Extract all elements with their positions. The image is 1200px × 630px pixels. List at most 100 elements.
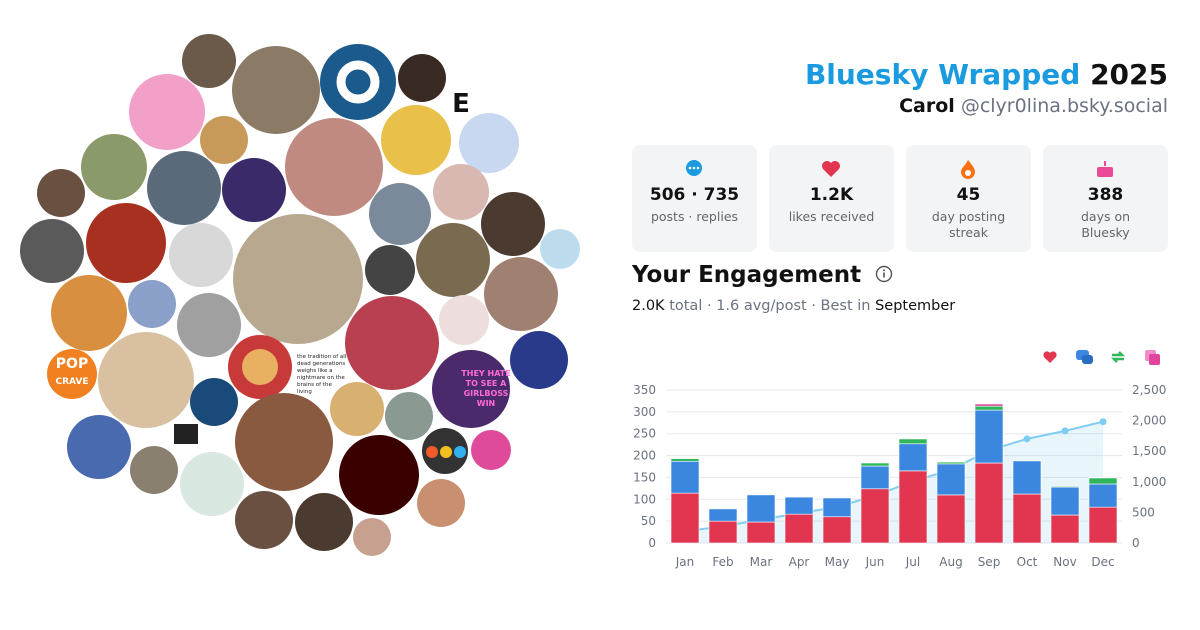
x-tick-label: Jun xyxy=(865,555,885,569)
bar-segment xyxy=(1012,460,1042,495)
avatar xyxy=(20,219,84,283)
line-point xyxy=(1099,418,1107,426)
quote-line: nightmare on the xyxy=(297,375,345,381)
summary-text: total · 1.6 avg/post · Best in xyxy=(669,298,871,314)
bar-segment xyxy=(974,462,1004,544)
avatar xyxy=(398,54,446,102)
y-tick-label: 150 xyxy=(633,470,656,484)
avatar xyxy=(510,331,568,389)
section-title: Your Engagement xyxy=(632,262,893,288)
y-tick-label: 250 xyxy=(633,427,656,441)
avatar xyxy=(200,116,248,164)
y-tick-label: 50 xyxy=(641,514,656,528)
avatar-text: TO SEE A xyxy=(466,379,508,388)
avatar xyxy=(51,275,127,351)
icon xyxy=(686,160,702,176)
legend-icon xyxy=(1149,354,1160,365)
stat-value: 506 · 735 xyxy=(649,185,740,205)
avatar-logo xyxy=(336,60,380,104)
legend-icon xyxy=(1043,351,1057,363)
section-title-text: Your Engagement xyxy=(632,262,862,288)
x-tick-label: Mar xyxy=(750,555,773,569)
y2-tick-label: 500 xyxy=(1132,505,1155,519)
icon xyxy=(822,161,840,177)
x-tick-label: Nov xyxy=(1053,555,1076,569)
avatar xyxy=(169,223,233,287)
avatar-text: POP xyxy=(56,356,88,372)
brand: Bluesky Wrapped xyxy=(804,58,1081,91)
quote-line: brains of the xyxy=(297,382,332,388)
avatar-text: GIRLBOSS xyxy=(464,389,509,398)
bar-segment xyxy=(898,438,928,445)
y-tick-label: 100 xyxy=(633,492,656,506)
avatar xyxy=(128,280,176,328)
quote-line: dead generations xyxy=(297,361,345,367)
avatar xyxy=(345,296,439,390)
avatar xyxy=(459,113,519,173)
avatar-text: THEY HATE xyxy=(461,369,510,378)
year: 2025 xyxy=(1090,58,1168,91)
bar-segment xyxy=(1088,477,1118,485)
y-tick-label: 0 xyxy=(648,536,656,550)
bar-segment xyxy=(860,465,890,490)
avatar xyxy=(81,134,147,200)
bar-segment xyxy=(822,497,852,518)
avatar xyxy=(381,105,451,175)
line-point xyxy=(1061,427,1069,435)
bar-segment xyxy=(860,462,890,467)
y2-tick-label: 2,500 xyxy=(1132,383,1166,397)
avatar xyxy=(353,518,391,556)
y-tick-label: 300 xyxy=(633,405,656,419)
stat-label: posts · replies xyxy=(650,209,739,224)
avatar xyxy=(417,479,465,527)
avatar xyxy=(67,415,131,479)
avatar-letter: E xyxy=(452,89,470,119)
avatar xyxy=(242,349,278,385)
girlboss-text: THEY HATE TO SEE A GIRLBOSS WIN xyxy=(461,369,510,408)
avatar xyxy=(180,452,244,516)
bar-segment xyxy=(1050,485,1080,488)
bar-segment xyxy=(746,494,776,523)
y2-tick-label: 0 xyxy=(1132,536,1140,550)
quote-line: living xyxy=(297,389,312,395)
handle: @clyr0lina.bsky.social xyxy=(960,95,1168,117)
stat-value: 45 xyxy=(956,185,981,205)
bar-segment xyxy=(936,494,966,544)
avatar xyxy=(235,393,333,491)
bar-segment xyxy=(974,405,1004,411)
avatar xyxy=(232,46,320,134)
avatar xyxy=(433,164,489,220)
summary-total: 2.0K xyxy=(632,298,665,314)
stat-label: days on Bluesky xyxy=(1080,209,1131,240)
summary-best: September xyxy=(875,298,956,314)
bar-segment xyxy=(898,470,928,544)
bar-segment xyxy=(898,443,928,472)
avatar xyxy=(369,183,431,245)
stat-card: 1.2K likes received xyxy=(769,145,894,252)
avatar xyxy=(222,158,286,222)
avatar xyxy=(320,44,396,120)
bar-segment xyxy=(784,496,814,515)
info-icon[interactable] xyxy=(875,265,893,283)
bar-segment xyxy=(670,492,700,544)
bar-segment xyxy=(746,521,776,544)
bar-segment xyxy=(974,403,1004,407)
avatar xyxy=(182,34,236,88)
bar-segment xyxy=(1088,506,1118,544)
avatar xyxy=(439,295,489,345)
avatar xyxy=(295,493,353,551)
avatar xyxy=(432,350,510,428)
profile: Carol @clyr0lina.bsky.social xyxy=(899,95,1168,117)
avatar xyxy=(190,378,238,426)
y2-tick-label: 1,500 xyxy=(1132,444,1166,458)
bar-segment xyxy=(1088,483,1118,508)
x-tick-label: Jan xyxy=(675,555,695,569)
icon xyxy=(961,160,975,179)
avatar xyxy=(233,214,363,344)
avatar xyxy=(416,223,490,297)
avatar xyxy=(47,349,97,399)
avatar xyxy=(484,257,558,331)
avatar xyxy=(86,203,166,283)
bar-segment xyxy=(1050,486,1080,516)
